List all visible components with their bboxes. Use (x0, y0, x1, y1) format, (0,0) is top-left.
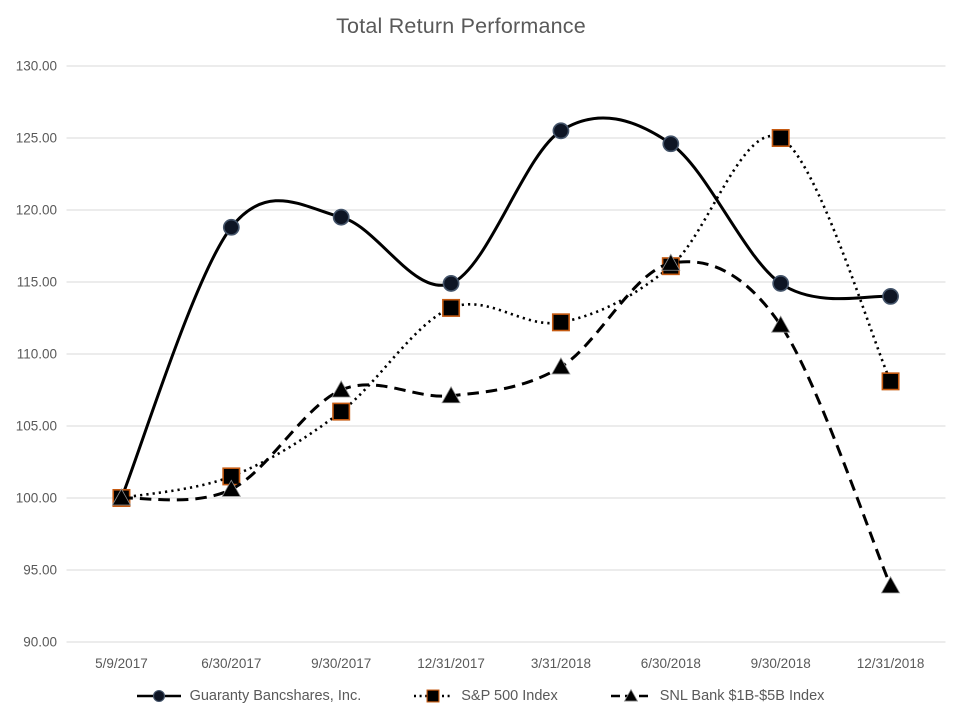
dotted-line-square-marker-icon (414, 689, 453, 703)
triangle-marker-icon (111, 488, 132, 506)
gridlines (66, 65, 946, 643)
legend-item-snl-bank-index: SNL Bank $1B-$5B Index (610, 688, 825, 704)
circle-marker-icon (662, 135, 680, 153)
triangle-marker-icon (441, 385, 461, 404)
triangle-marker-icon (331, 380, 351, 398)
series-line (121, 134, 892, 500)
svg-text:105.00: 105.00 (16, 419, 57, 434)
circle-marker-icon (882, 287, 899, 305)
svg-text:120.00: 120.00 (16, 203, 57, 218)
y-axis-labels: 90.00 95.00 100.00 105.00 110.00 115.00 120.00… (16, 59, 57, 650)
square-marker-icon (881, 372, 900, 391)
legend-item-guaranty-bancshares: Guaranty Bancshares, Inc. (136, 688, 362, 704)
circle-marker-icon (332, 208, 350, 226)
svg-text:6/30/2017: 6/30/2017 (201, 656, 261, 671)
chart-title: Total Return Performance (336, 14, 586, 38)
series-2 (111, 253, 901, 594)
svg-text:90.00: 90.00 (23, 635, 57, 650)
svg-text:115.00: 115.00 (17, 275, 57, 290)
dashed-line-triangle-marker-icon (610, 688, 651, 702)
square-marker-icon (332, 402, 351, 421)
svg-text:12/31/2017: 12/31/2017 (417, 656, 485, 671)
square-marker-icon (442, 298, 461, 317)
svg-text:6/30/2018: 6/30/2018 (641, 656, 701, 671)
circle-marker-icon (152, 689, 165, 703)
svg-text:100.00: 100.00 (16, 491, 57, 506)
triangle-marker-icon (771, 315, 791, 333)
series-line (120, 116, 891, 499)
chart-legend: Guaranty Bancshares, Inc. S&P 500 Index … (0, 682, 960, 710)
solid-line-circle-marker-icon (136, 689, 181, 703)
legend-item-sp500-index: S&P 500 Index (413, 688, 558, 704)
triangle-marker-icon (551, 357, 571, 375)
circle-marker-icon (552, 122, 570, 140)
svg-text:110.00: 110.00 (17, 347, 57, 362)
square-marker-icon (426, 689, 440, 703)
circle-marker-icon (772, 275, 790, 292)
triangle-marker-icon (221, 479, 241, 497)
svg-text:9/30/2017: 9/30/2017 (311, 656, 371, 671)
svg-text:95.00: 95.00 (23, 563, 57, 578)
circle-marker-icon (222, 218, 240, 236)
svg-text:125.00: 125.00 (16, 131, 57, 146)
svg-text:3/31/2018: 3/31/2018 (531, 656, 591, 671)
svg-text:5/9/2017: 5/9/2017 (95, 656, 148, 671)
svg-text:12/31/2018: 12/31/2018 (857, 656, 925, 671)
legend-label-snl-bank-index: SNL Bank $1B-$5B Index (659, 688, 825, 704)
triangle-marker-icon (880, 576, 901, 594)
square-marker-icon (771, 129, 790, 148)
triangle-marker-icon (623, 688, 638, 702)
triangle-marker-icon (661, 253, 681, 271)
x-axis-labels: 5/9/2017 6/30/2017 9/30/2017 12/31/2017 3/31… (95, 656, 924, 671)
svg-text:130.00: 130.00 (16, 59, 57, 74)
legend-label-guaranty-bancshares: Guaranty Bancshares, Inc. (189, 688, 362, 704)
series-line (121, 260, 892, 587)
svg-text:9/30/2018: 9/30/2018 (751, 656, 811, 671)
square-marker-icon (551, 313, 570, 332)
legend-label-sp500-index: S&P 500 Index (461, 688, 558, 704)
circle-marker-icon (442, 275, 460, 292)
